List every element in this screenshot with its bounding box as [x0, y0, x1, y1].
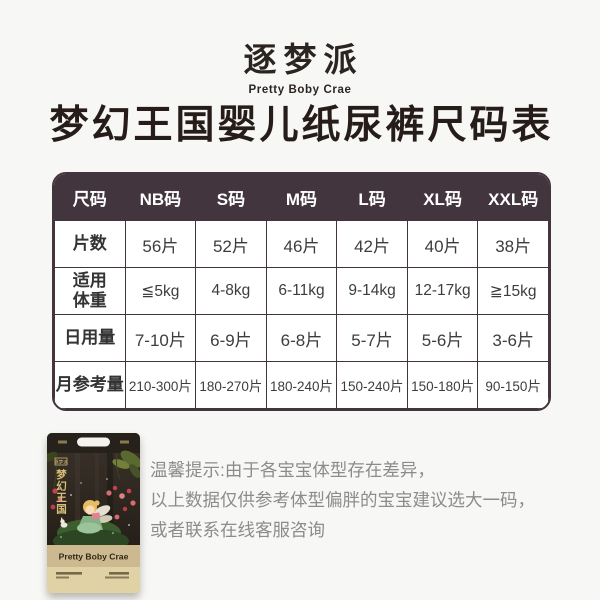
- table-cell: 46片: [265, 220, 338, 268]
- table-row-label: 适用 体重: [54, 267, 126, 315]
- warm-tips-line-1: 温馨提示:由于各宝宝体型存在差异，: [150, 460, 435, 480]
- table-cell: ≧15kg: [477, 267, 549, 315]
- table-cell: 90-150片: [477, 361, 549, 409]
- brand-logo: 逐梦派 Pretty Boby Crae: [0, 33, 600, 96]
- flowers: [50, 485, 136, 520]
- table-cell: 52片: [195, 220, 267, 268]
- table-cell: 5-7片: [336, 314, 408, 362]
- table-header-cell: NB码: [124, 174, 197, 221]
- table-header-cell: M码: [265, 174, 338, 221]
- fairy-illustration: [77, 500, 113, 534]
- table-cell: 56片: [124, 220, 197, 268]
- info-band: [47, 567, 140, 593]
- table-cell: 9-14kg: [336, 267, 408, 315]
- table-cell: 38片: [477, 220, 549, 268]
- rabbit-illustration: [60, 517, 68, 528]
- table-cell: 6-8片: [265, 314, 338, 362]
- size-table-header-row: 尺码 NB码 S码 M码 L码 XL码 XXL码: [54, 174, 549, 221]
- product-package-image: 逐梦派 梦幻王国 Pretty Boby Crae: [47, 433, 140, 593]
- page-title: 梦幻王国婴儿纸尿裤尺码表: [49, 104, 554, 147]
- table-cell: 180-240片: [265, 361, 338, 409]
- table-header-cell: XXL码: [477, 174, 549, 221]
- vertical-label-text: 逐梦派: [54, 459, 68, 466]
- size-table-body: 片数 56片 52片 46片 42片 40片 38片 适用 体重 ≦5kg 4-8kg 6-11kg…: [54, 220, 549, 409]
- vertical-title-label: 逐梦派 梦幻王国: [54, 457, 68, 515]
- brand-band: Pretty Boby Crae: [47, 545, 140, 567]
- warm-tips-line-3: 或者联系在线客服咨询: [150, 520, 325, 540]
- package-top-band: [47, 433, 140, 453]
- table-cell: 42片: [336, 220, 408, 268]
- table-row: 适用 体重 ≦5kg 4-8kg 6-11kg 9-14kg 12-17kg ≧15kg: [54, 267, 549, 315]
- sparkles: [60, 478, 130, 538]
- table-cell: 12-17kg: [406, 267, 479, 315]
- table-header-cell: L码: [336, 174, 408, 221]
- vertical-title-text: 梦幻王国: [55, 468, 67, 515]
- brand-logo-english: Pretty Boby Crae: [248, 84, 352, 96]
- size-table-head: 尺码 NB码 S码 M码 L码 XL码 XXL码: [54, 174, 549, 221]
- table-row-label: 月参考量: [54, 361, 126, 409]
- table-cell: 7-10片: [124, 314, 197, 362]
- handle-cutout: [77, 437, 110, 447]
- table-cell: 210-300片: [124, 361, 197, 409]
- size-table-frame: 尺码 NB码 S码 M码 L码 XL码 XXL码 片数 56片 52片 46片 42片 40片 38片适…: [52, 172, 551, 411]
- brand-logo-chinese: 逐梦派: [243, 41, 364, 78]
- table-cell: ≦5kg: [124, 267, 197, 315]
- table-row-label: 片数: [54, 220, 126, 268]
- foliage: [47, 450, 140, 488]
- table-row-label: 日用量: [54, 314, 126, 362]
- table-cell: 180-270片: [195, 361, 267, 409]
- table-header-cell: S码: [195, 174, 267, 221]
- table-row: 片数 56片 52片 46片 42片 40片 38片: [54, 220, 549, 268]
- table-cell: 150-240片: [336, 361, 408, 409]
- size-table: 尺码 NB码 S码 M码 L码 XL码 XXL码 片数 56片 52片 46片 42片 40片 38片适…: [54, 174, 549, 409]
- table-cell: 3-6片: [477, 314, 549, 362]
- table-cell: 5-6片: [406, 314, 479, 362]
- table-cell: 4-8kg: [195, 267, 267, 315]
- warm-tips-line-2: 以上数据仅供参考体型偏胖的宝宝建议选大一码，: [150, 490, 535, 510]
- package-illustration: 逐梦派 梦幻王国 Pretty Boby Crae: [47, 433, 140, 593]
- table-cell: 6-9片: [195, 314, 267, 362]
- table-header-cell: 尺码: [54, 174, 126, 221]
- table-row: 月参考量 210-300片 180-270片 180-240片 150-240片 150-…: [54, 361, 549, 409]
- warm-tips: 温馨提示:由于各宝宝体型存在差异， 以上数据仅供参考体型偏胖的宝宝建议选大一码，…: [150, 455, 585, 545]
- table-cell: 150-180片: [406, 361, 479, 409]
- package-brand-text: Pretty Boby Crae: [59, 552, 129, 562]
- table-row: 日用量 7-10片 6-9片 6-8片 5-7片 5-6片 3-6片: [54, 314, 549, 362]
- table-cell: 6-11kg: [265, 267, 338, 315]
- table-cell: 40片: [406, 220, 479, 268]
- table-header-cell: XL码: [406, 174, 479, 221]
